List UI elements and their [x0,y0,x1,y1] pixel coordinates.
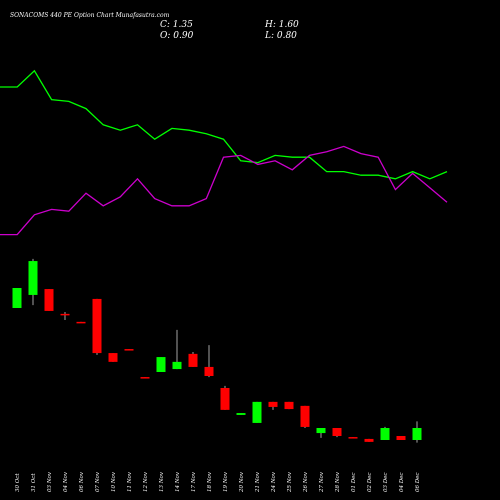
x-tick-label: 04 Dec [399,473,405,493]
x-tick-label: 06 Nov [79,471,85,492]
x-tick-label: 11 Nov [127,471,133,492]
candle-body [172,361,182,370]
candle-body [108,353,118,362]
candle-body [220,388,230,410]
x-tick-label: 19 Nov [223,471,229,492]
candle-body [236,413,246,415]
x-tick-label: 17 Nov [191,471,197,492]
x-tick-label: 18 Nov [207,471,213,492]
candle-body [12,288,22,308]
x-tick-label: 31 Oct [31,473,37,492]
candle-body [76,321,86,324]
x-tick-label: 12 Nov [143,471,149,492]
candle-body [28,261,38,295]
candle-body [348,437,358,439]
candle-body [44,289,54,311]
candle-body [316,428,326,434]
x-tick-label: 03 Dec [383,473,389,493]
candle-body [412,428,422,440]
candle-body [284,401,294,410]
candle-body [92,298,102,354]
candle-body [268,401,278,407]
readout: O: 0.90 [160,31,194,41]
x-tick-label: 13 Nov [159,471,165,492]
x-tick-label: 03 Nov [47,471,53,492]
x-tick-label: 24 Nov [271,471,277,493]
x-tick-label: 04 Nov [63,471,69,492]
candle-body [156,357,166,372]
readout: H: 1.60 [264,20,299,30]
indicator-line [0,69,448,180]
x-tick-label: 30 Oct [15,473,21,492]
x-tick-label: 26 Nov [303,471,309,493]
x-tick-label: 06 Dec [415,473,421,493]
x-tick-label: 02 Dec [367,473,373,493]
candle-body [252,401,262,423]
readout: C: 1.35 [160,20,193,30]
candle-body [204,366,214,376]
x-tick-label: 25 Nov [287,471,293,493]
candle-body [140,377,150,379]
chart-title: SONACOMS 440 PE Option Chart Munafasutra… [10,12,170,19]
candle-body [300,405,310,427]
candle-body [188,353,198,367]
readout: L: 0.80 [264,31,297,41]
indicator-line [0,145,448,236]
candle-body [332,428,342,436]
x-tick-label: 21 Nov [255,471,261,493]
candle-body [124,349,134,351]
x-tick-label: 14 Nov [175,471,181,492]
x-tick-label: 27 Nov [319,471,325,493]
x-tick-label: 20 Nov [239,471,245,493]
x-tick-label: 01 Dec [351,473,357,493]
candle-body [364,438,374,442]
x-tick-label: 07 Nov [95,471,101,492]
candle-body [60,313,70,316]
candle-body [396,436,406,440]
x-tick-label: 10 Nov [111,471,117,492]
x-tick-label: 28 Nov [335,471,341,493]
candle-body [380,428,390,440]
